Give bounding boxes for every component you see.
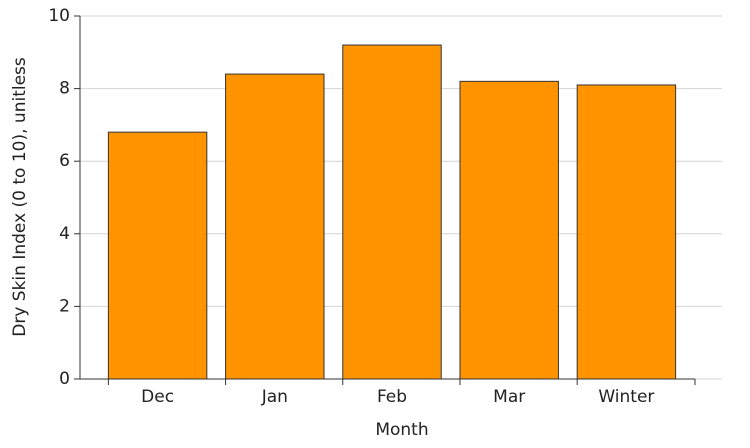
y-tick-label: 4: [59, 224, 70, 244]
y-axis-title: Dry Skin Index (0 to 10), unitless: [10, 57, 30, 337]
y-tick-label: 8: [59, 79, 70, 99]
bar: [225, 73, 325, 380]
y-tick-label: 2: [59, 296, 70, 316]
x-tick-label: Winter: [598, 387, 654, 407]
bar: [576, 84, 677, 380]
x-tick-label: Feb: [377, 387, 407, 407]
bar: [459, 80, 559, 380]
x-axis-title: Month: [375, 420, 428, 440]
y-tick-label: 6: [59, 151, 70, 171]
y-tick-label: 0: [59, 369, 70, 389]
x-tick-label: Mar: [493, 387, 525, 407]
x-tick-label: Dec: [141, 387, 174, 407]
y-tick-label: 10: [48, 6, 70, 26]
bar: [342, 44, 442, 380]
bar: [107, 131, 208, 380]
x-tick-label: Jan: [261, 387, 288, 407]
